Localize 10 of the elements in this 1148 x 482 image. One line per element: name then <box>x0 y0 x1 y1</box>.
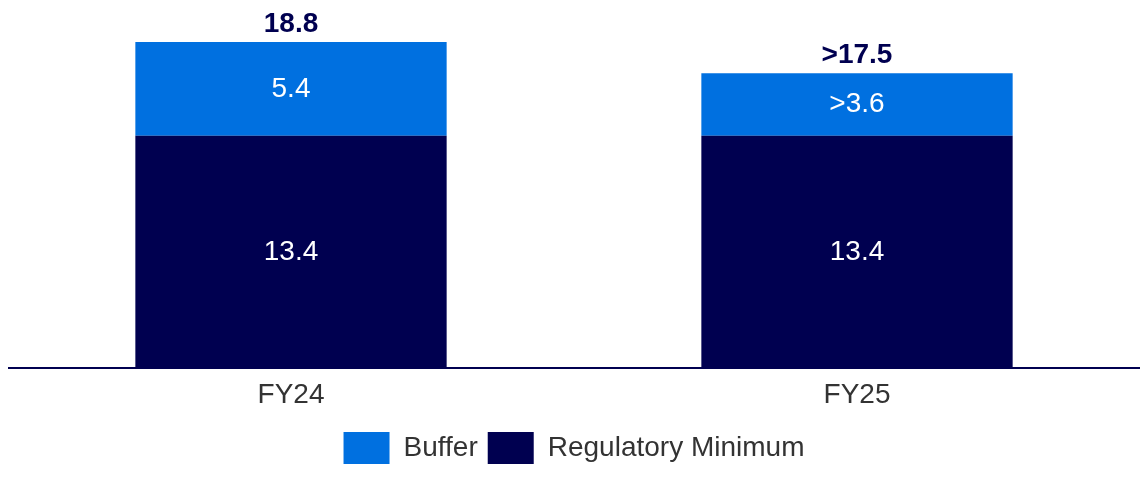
data-label: 5.4 <box>271 71 311 103</box>
legend-label: Regulatory Minimum <box>547 430 805 462</box>
total-label: >17.5 <box>821 37 893 69</box>
total-label: 18.8 <box>263 6 319 38</box>
data-label: 13.4 <box>263 234 319 266</box>
x-tick-label: FY25 <box>823 377 891 409</box>
legend-label: Buffer <box>403 430 478 462</box>
data-label: 13.4 <box>829 234 885 266</box>
data-label: >3.6 <box>829 87 885 119</box>
x-tick-label: FY24 <box>257 377 325 409</box>
